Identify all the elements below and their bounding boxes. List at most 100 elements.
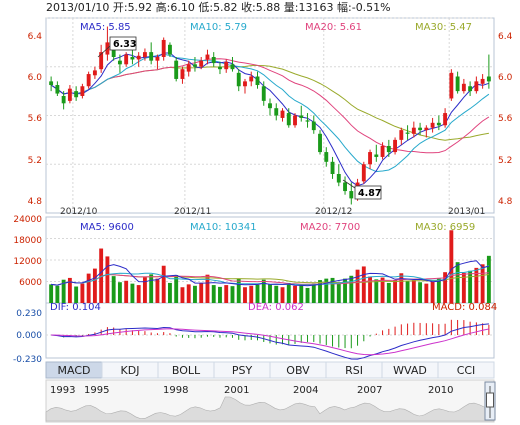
candle-body xyxy=(311,121,316,131)
candle-body xyxy=(286,113,291,126)
candle xyxy=(99,44,104,73)
volume-bar xyxy=(61,279,66,303)
volume-bar xyxy=(149,274,154,303)
candle-body xyxy=(80,86,85,96)
volume-bar xyxy=(418,282,423,303)
candle xyxy=(318,130,322,155)
low-label: 4.87 xyxy=(358,188,381,199)
tab-cci-label: CCI xyxy=(457,364,476,377)
volume-bar xyxy=(236,278,241,303)
volume-bar xyxy=(405,281,410,303)
candle-body xyxy=(293,115,297,126)
volume-bar xyxy=(155,278,160,303)
candle-body xyxy=(92,70,97,76)
price-ma10-legend: MA10: 5.79 xyxy=(190,22,247,33)
tab-kdj-label: KDJ xyxy=(121,364,140,377)
volume-bar xyxy=(411,280,416,303)
candle xyxy=(449,69,454,101)
timeline-range-handle[interactable] xyxy=(484,381,496,421)
candle xyxy=(274,103,279,121)
candle-body xyxy=(168,44,172,55)
candle xyxy=(405,125,410,140)
candle xyxy=(124,52,129,67)
candle-body xyxy=(330,161,335,174)
price-ytick-left: 6.0 xyxy=(28,73,43,83)
candle xyxy=(324,147,329,167)
candle xyxy=(280,108,285,122)
volume-bar xyxy=(205,274,210,303)
candle-body xyxy=(136,55,141,60)
high-annotation: 6.33 xyxy=(97,36,136,58)
candle-body xyxy=(180,69,185,79)
candle xyxy=(386,139,391,157)
candle-body xyxy=(155,57,160,61)
candle xyxy=(461,78,466,94)
candle xyxy=(130,49,135,65)
volume-bar xyxy=(393,280,398,303)
timeline-year: 2004 xyxy=(293,385,318,396)
volume-bar xyxy=(124,280,129,303)
candle-body xyxy=(343,182,347,192)
volume-bar xyxy=(243,287,247,303)
timeline-year: 1993 xyxy=(50,385,75,396)
tab-psy-label: PSY xyxy=(232,364,253,377)
tab-obv-label: OBV xyxy=(286,364,310,377)
candle xyxy=(142,48,147,61)
price-ytick-left: 5.6 xyxy=(28,114,43,124)
price-ma30-legend: MA30: 5.47 xyxy=(415,22,472,33)
candle xyxy=(230,57,235,72)
volume-bar xyxy=(468,270,473,303)
candle xyxy=(480,74,485,89)
candle-body xyxy=(142,52,147,57)
candle xyxy=(67,85,72,104)
candle-body xyxy=(61,96,66,104)
candle xyxy=(418,122,423,135)
candle xyxy=(218,61,222,75)
volume-bar xyxy=(324,278,329,303)
volume-bar xyxy=(311,283,316,303)
volume-bar xyxy=(318,280,322,303)
volume-bar xyxy=(280,287,285,303)
volume-bar xyxy=(174,275,179,303)
candle-body xyxy=(130,57,135,60)
volume-bar xyxy=(430,281,435,303)
volume-bar xyxy=(399,273,404,303)
volume-bar xyxy=(299,285,304,303)
candle-body xyxy=(280,110,285,118)
candle xyxy=(286,108,291,128)
volume-bar xyxy=(361,266,366,303)
candle xyxy=(311,115,316,134)
volume-bar xyxy=(180,287,185,303)
volume-ytick: 6000 xyxy=(19,278,42,288)
volume-bar xyxy=(286,282,291,303)
volume-bar xyxy=(374,279,379,303)
candle-body xyxy=(461,83,466,92)
price-layer xyxy=(46,17,494,213)
candle xyxy=(149,42,154,65)
price-ma20-line xyxy=(50,58,490,154)
volume-bar xyxy=(80,283,85,303)
volume-bar xyxy=(186,284,191,303)
dea-legend: DEA: 0.062 xyxy=(248,302,304,313)
volume-ytick: 12000 xyxy=(13,257,42,267)
candle-body xyxy=(99,52,104,70)
high-label: 6.33 xyxy=(113,39,136,50)
candle-body xyxy=(186,64,191,72)
candle-body xyxy=(468,86,473,92)
volume-layer xyxy=(46,230,494,303)
volume-bar xyxy=(92,268,97,303)
volume-bar xyxy=(199,282,204,303)
candle-body xyxy=(86,74,91,87)
volume-bar xyxy=(368,276,372,303)
candle xyxy=(168,42,172,57)
candle-body xyxy=(161,39,166,57)
candle-body xyxy=(117,60,122,65)
volume-bar xyxy=(211,285,216,303)
tab-rsi-label: RSI xyxy=(345,364,363,377)
candle-body xyxy=(74,91,79,98)
tab-cci[interactable] xyxy=(437,361,495,379)
candle xyxy=(61,91,66,110)
candle xyxy=(236,69,241,92)
volume-bar xyxy=(380,277,385,303)
volume-bar xyxy=(105,256,110,303)
